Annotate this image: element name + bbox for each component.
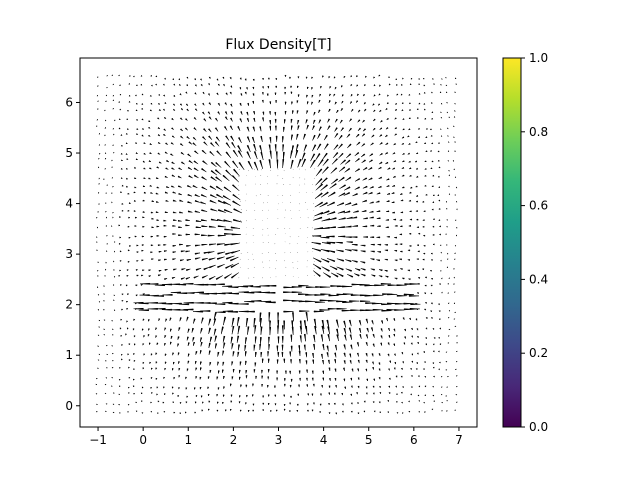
vector-field: [95, 74, 458, 415]
colorbar-tick-label: 0.0: [529, 420, 548, 434]
y-tick-label: 4: [65, 197, 73, 211]
colorbar-tick-label: 0.6: [529, 199, 548, 213]
colorbar-tick-label: 0.8: [529, 125, 548, 139]
x-axis: −1 0 1 2 3 4 5 6 7: [89, 427, 463, 447]
y-tick-label: 5: [65, 146, 73, 160]
chart-title: Flux Density[T]: [225, 37, 331, 53]
x-tick-label: 6: [410, 433, 418, 447]
x-tick-label: 4: [320, 433, 328, 447]
colorbar-axis: 0.0 0.2 0.4 0.6 0.8 1.0: [521, 51, 548, 434]
x-tick-label: −1: [89, 433, 107, 447]
x-tick-label: 3: [275, 433, 283, 447]
x-tick-label: 5: [365, 433, 373, 447]
y-tick-label: 1: [65, 348, 73, 362]
colorbar-frame: [502, 57, 522, 428]
field-arrows: [95, 74, 458, 415]
x-tick-label: 7: [455, 433, 463, 447]
y-tick-label: 6: [65, 95, 73, 109]
colorbar-tick-label: 0.4: [529, 272, 548, 286]
x-tick-label: 1: [184, 433, 192, 447]
y-tick-label: 0: [65, 399, 73, 413]
colorbar-tick-label: 1.0: [529, 51, 548, 65]
y-axis: 0 1 2 3 4 5 6: [65, 95, 80, 413]
y-tick-label: 2: [65, 298, 73, 312]
x-tick-label: 2: [230, 433, 238, 447]
y-tick-label: 3: [65, 247, 73, 261]
x-tick-label: 0: [139, 433, 147, 447]
colorbar-tick-label: 0.2: [529, 346, 548, 360]
colorbar: [503, 58, 521, 427]
